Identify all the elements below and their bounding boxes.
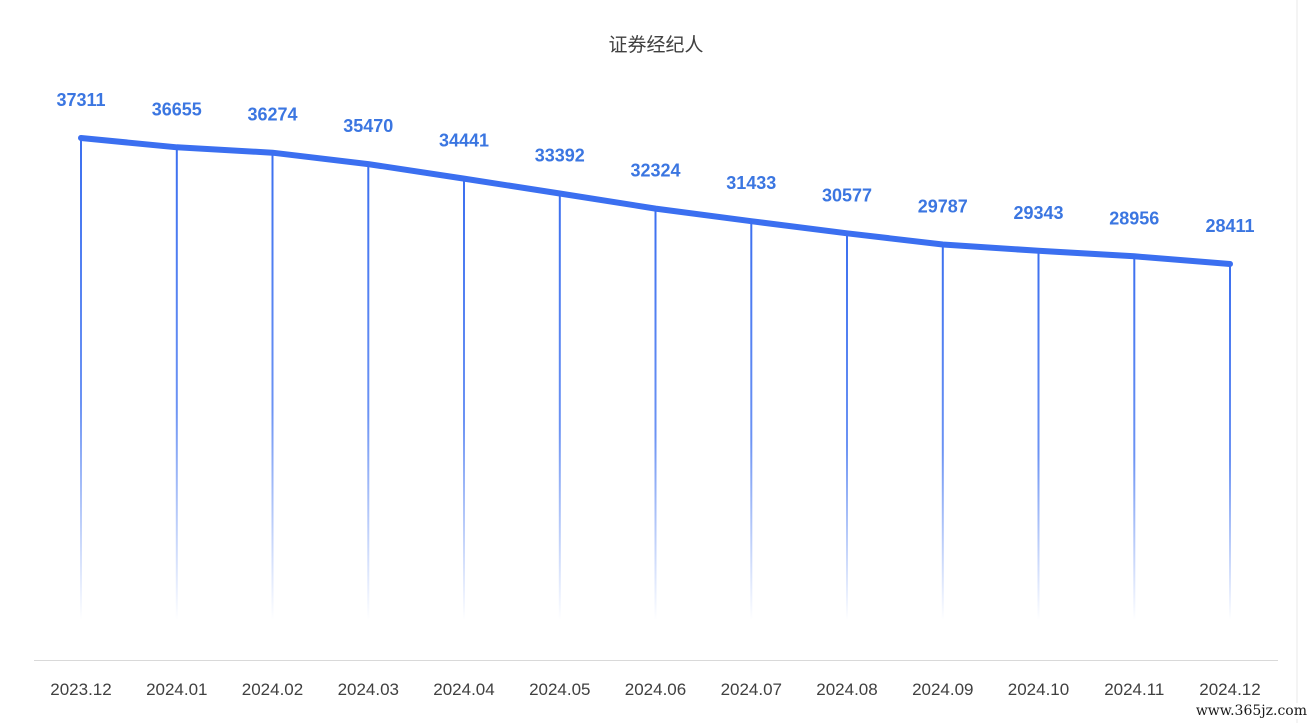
drop-line-2024.07 — [750, 221, 753, 620]
x-tick-label-2024.07: 2024.07 — [721, 680, 782, 699]
data-label-2024.04: 34441 — [439, 131, 489, 151]
drop-lines — [80, 138, 1231, 621]
chart-title: 证券经纪人 — [608, 34, 703, 56]
drop-line-2024.02 — [271, 152, 274, 620]
watermark: www.365jz.com — [1193, 703, 1309, 719]
data-label-2024.02: 36274 — [247, 105, 297, 125]
x-tick-label-2023.12: 2023.12 — [50, 680, 111, 699]
x-axis-tick-labels: 2023.12 2024.01 2024.02 2024.03 2024.04 2024.… — [50, 680, 1260, 699]
x-tick-label-2024.08: 2024.08 — [816, 680, 877, 699]
x-tick-label-2024.09: 2024.09 — [912, 680, 973, 699]
data-label-2024.03: 35470 — [343, 116, 393, 136]
drop-line-2023.12 — [80, 138, 82, 620]
x-tick-label-2024.03: 2024.03 — [338, 680, 399, 699]
x-tick-label-2024.12: 2024.12 — [1199, 680, 1260, 699]
x-tick-label-2024.05: 2024.05 — [529, 680, 590, 699]
data-label-2023.12: 37311 — [56, 90, 105, 110]
data-label-2024.05: 33392 — [535, 146, 585, 166]
drop-line-2024.03 — [367, 164, 370, 620]
data-label-2024.09: 29787 — [918, 197, 968, 217]
data-label-2024.12: 28411 — [1205, 216, 1254, 236]
drop-line-2024.04 — [463, 178, 465, 620]
drop-line-2024.10 — [1037, 250, 1040, 621]
data-label-2024.10: 29343 — [1013, 203, 1063, 223]
drop-line-2024.09 — [941, 244, 944, 620]
x-tick-label-2024.04: 2024.04 — [433, 680, 494, 699]
data-label-2024.01: 36655 — [152, 99, 202, 119]
drop-line-2024.08 — [846, 233, 848, 621]
x-tick-label-2024.06: 2024.06 — [625, 680, 686, 699]
data-labels: 37311 36655 36274 35470 34441 33392 32324 31433… — [56, 90, 1254, 236]
drop-line-2024.11 — [1133, 256, 1136, 620]
drop-line-2024.05 — [558, 193, 561, 620]
drop-line-2024.12 — [1229, 264, 1231, 620]
x-tick-label-2024.02: 2024.02 — [242, 680, 303, 699]
drop-line-2024.01 — [175, 147, 178, 621]
x-tick-label-2024.11: 2024.11 — [1104, 680, 1164, 699]
data-label-2024.07: 31433 — [726, 173, 776, 193]
data-label-2024.11: 28956 — [1109, 208, 1159, 228]
x-tick-label-2024.01: 2024.01 — [146, 680, 207, 699]
data-label-2024.06: 32324 — [630, 161, 680, 181]
drop-line-2024.06 — [654, 208, 657, 620]
x-tick-label-2024.10: 2024.10 — [1008, 680, 1069, 699]
data-label-2024.08: 30577 — [822, 185, 872, 205]
series-line — [78, 135, 1233, 267]
